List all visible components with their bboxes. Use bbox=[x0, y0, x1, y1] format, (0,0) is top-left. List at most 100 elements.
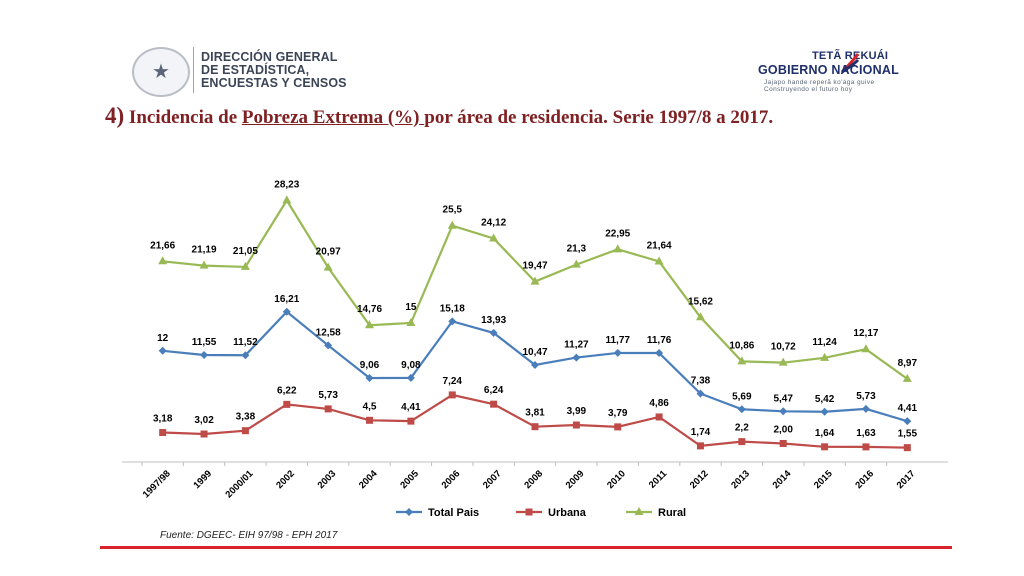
title-underlined: Pobreza Extrema (%) bbox=[241, 107, 425, 128]
data-label: 3,02 bbox=[194, 415, 214, 426]
data-point bbox=[696, 442, 704, 450]
data-point bbox=[240, 261, 250, 270]
x-tick-label: 2009 bbox=[564, 468, 587, 491]
data-label: 1,63 bbox=[856, 428, 876, 439]
data-point bbox=[366, 416, 374, 424]
data-label: 4,86 bbox=[649, 398, 669, 409]
legend-label: Rural bbox=[658, 507, 686, 519]
data-label: 1,74 bbox=[691, 427, 711, 438]
data-point bbox=[903, 444, 911, 452]
data-label: 24,12 bbox=[481, 217, 506, 228]
gov-line3-spanish: Construyendo el futuro hoy bbox=[764, 86, 853, 93]
gov-line2: GOBIERNO NACIONAL bbox=[758, 63, 899, 77]
data-label: 11,52 bbox=[233, 337, 258, 348]
data-label: 11,27 bbox=[564, 340, 589, 351]
data-point bbox=[614, 423, 622, 431]
data-point bbox=[158, 256, 168, 265]
data-label: 3,81 bbox=[525, 408, 545, 419]
data-point bbox=[737, 405, 746, 414]
data-point bbox=[696, 389, 705, 398]
x-tick-label: 1999 bbox=[191, 468, 214, 491]
data-point bbox=[365, 374, 374, 383]
x-tick-label: 2005 bbox=[398, 468, 421, 491]
x-tick-label: 2000/01 bbox=[223, 468, 256, 501]
data-label: 7,24 bbox=[443, 376, 463, 387]
data-point bbox=[199, 260, 209, 269]
x-tick-label: 2011 bbox=[647, 468, 670, 491]
data-point bbox=[861, 404, 870, 413]
data-point bbox=[283, 400, 291, 408]
data-point bbox=[738, 438, 746, 446]
data-label: 21,05 bbox=[233, 246, 258, 257]
data-label: 21,66 bbox=[150, 240, 175, 251]
gov-line1: TETÃ REKUÁI bbox=[812, 50, 889, 62]
data-point bbox=[490, 400, 498, 408]
data-label: 3,38 bbox=[236, 412, 256, 423]
line-chart: 1997/98 1999 2000/01 2002 2003 2004 2005 2006 20… bbox=[122, 179, 948, 519]
data-point bbox=[365, 320, 375, 329]
header: ★ DIRECCIÓN GENERAL DE ESTADÍSTICA, ENCU… bbox=[0, 0, 1024, 100]
x-tick-label: 2016 bbox=[853, 468, 876, 491]
data-label: 4,5 bbox=[363, 401, 377, 412]
data-label: 4,41 bbox=[401, 402, 421, 413]
data-point bbox=[158, 346, 167, 355]
data-label: 10,72 bbox=[771, 342, 796, 353]
data-label: 15 bbox=[405, 302, 417, 313]
data-label: 5,73 bbox=[318, 390, 338, 401]
data-label: 11,24 bbox=[812, 337, 837, 348]
x-tick-label: 2006 bbox=[440, 468, 463, 491]
data-point bbox=[241, 427, 249, 435]
data-label: 12,58 bbox=[316, 327, 341, 338]
legend-marker bbox=[405, 508, 413, 516]
x-tick-label: 2012 bbox=[688, 468, 711, 491]
data-label: 5,47 bbox=[773, 393, 793, 404]
data-label: 2,2 bbox=[735, 423, 749, 434]
data-point bbox=[448, 391, 456, 399]
data-point bbox=[572, 353, 581, 362]
data-point bbox=[159, 429, 167, 437]
data-label: 5,42 bbox=[815, 394, 835, 405]
data-label: 2,00 bbox=[773, 424, 793, 435]
legend-marker bbox=[634, 507, 644, 515]
footer-line bbox=[100, 546, 952, 549]
data-label: 4,41 bbox=[898, 403, 918, 414]
data-point bbox=[447, 220, 457, 229]
gov-line3-guarani: Jajapo hande reperã ko'ága guive bbox=[764, 79, 875, 86]
data-point bbox=[282, 307, 291, 316]
data-label: 21,3 bbox=[567, 244, 587, 255]
data-point bbox=[820, 352, 830, 361]
data-point bbox=[489, 328, 498, 337]
data-point bbox=[241, 351, 250, 360]
data-point bbox=[779, 439, 787, 447]
dgeec-name: DIRECCIÓN GENERAL DE ESTADÍSTICA, ENCUES… bbox=[201, 50, 347, 90]
x-tick-label: 2014 bbox=[771, 468, 794, 491]
data-label: 7,38 bbox=[691, 376, 711, 387]
data-point bbox=[695, 312, 705, 321]
title-text-before: Incidencia de bbox=[124, 107, 242, 128]
data-point bbox=[820, 407, 829, 416]
data-point bbox=[613, 348, 622, 357]
title-text-after: por área de residencia. Serie 1997/8 a 2… bbox=[424, 107, 774, 128]
source-note: Fuente: DGEEC- EIH 97/98 - EPH 2017 bbox=[160, 530, 338, 541]
data-point bbox=[200, 350, 209, 359]
page-title: 4) Incidencia de Pobreza Extrema (%) por… bbox=[105, 103, 925, 130]
data-label: 21,19 bbox=[192, 245, 217, 256]
data-label: 13,93 bbox=[481, 315, 506, 326]
data-point bbox=[282, 195, 292, 204]
data-label: 19,47 bbox=[522, 261, 547, 272]
data-label: 3,18 bbox=[153, 414, 173, 425]
data-label: 22,95 bbox=[605, 228, 630, 239]
x-tick-label: 2015 bbox=[812, 468, 835, 491]
legend-label: Urbana bbox=[548, 507, 587, 519]
data-point bbox=[902, 373, 912, 382]
data-label: 12 bbox=[157, 333, 169, 344]
data-point bbox=[778, 357, 788, 366]
data-point bbox=[407, 417, 415, 425]
data-label: 15,62 bbox=[688, 296, 713, 307]
gov-line3: Jajapo hande reperã ko'ága guive Constru… bbox=[764, 79, 875, 93]
x-tick-label: 2007 bbox=[481, 468, 504, 491]
data-point bbox=[448, 317, 457, 326]
data-label: 28,23 bbox=[274, 179, 299, 190]
data-label: 8,97 bbox=[898, 358, 918, 369]
data-label: 16,21 bbox=[274, 294, 299, 305]
